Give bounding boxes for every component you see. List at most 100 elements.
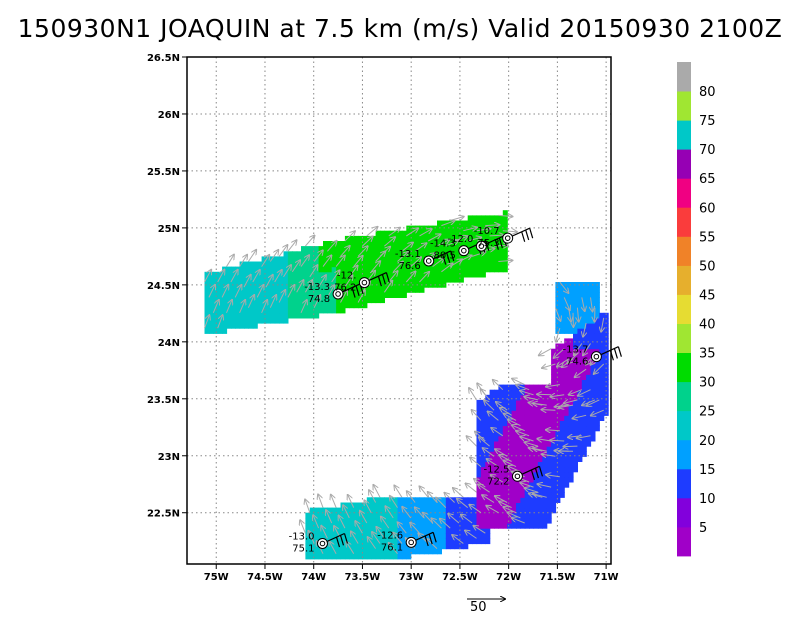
field-cell (564, 389, 570, 396)
field-cell (217, 297, 223, 304)
field-cell (485, 466, 491, 473)
field-cell (551, 441, 557, 447)
field-cell (546, 456, 552, 462)
field-cell (239, 261, 245, 268)
field-cell (362, 235, 368, 242)
field-cell (594, 425, 600, 432)
wind-vector (269, 250, 278, 262)
field-cell (204, 302, 210, 309)
field-cell (423, 251, 429, 257)
field-cell (489, 502, 495, 509)
field-cell (599, 389, 605, 396)
field-cell (498, 461, 504, 468)
field-cell (371, 282, 377, 288)
wind-vector (559, 405, 574, 407)
field-cell (257, 261, 263, 268)
field-cell (401, 287, 407, 293)
wind-vector (419, 229, 432, 237)
field-cell (472, 261, 478, 268)
field-cell (507, 394, 513, 401)
field-cell (590, 394, 596, 401)
field-cell (428, 266, 434, 273)
field-cell (559, 461, 565, 468)
field-cell (410, 548, 416, 555)
field-cell (590, 348, 596, 355)
field-cell (529, 517, 535, 524)
field-cell (537, 507, 543, 514)
wind-vector (591, 297, 593, 311)
field-cell (401, 230, 407, 237)
field-cell (287, 302, 293, 309)
field-cell (406, 230, 412, 237)
wind-vector (313, 295, 320, 308)
station: -10.775.3 (474, 226, 534, 249)
field-cell (564, 312, 570, 319)
field-cell (248, 287, 254, 293)
field-cell (520, 507, 526, 514)
field-cell (406, 497, 412, 503)
field-cell (511, 405, 517, 411)
field-cell (380, 502, 385, 509)
field-cell (511, 420, 517, 427)
wind-vector (217, 315, 223, 329)
field-cell (344, 523, 350, 529)
wind-vector (482, 495, 495, 503)
field-cell (393, 261, 399, 268)
wind-vector (327, 241, 336, 252)
field-cell (393, 523, 399, 529)
field-cell (432, 533, 438, 539)
field-cell (537, 415, 543, 421)
field-cell (577, 348, 583, 355)
field-cell (577, 292, 583, 298)
field-cell (573, 343, 578, 350)
wind-vector (463, 227, 477, 230)
wind-vector (208, 285, 215, 298)
field-cell (344, 512, 350, 519)
field-cell (375, 497, 381, 503)
wind-vector (601, 317, 604, 332)
field-cell (406, 225, 412, 232)
station: -13.075.1 (289, 531, 349, 554)
field-cell (529, 425, 535, 432)
field-cell (480, 220, 486, 227)
field-cell (296, 287, 302, 293)
field-cell (537, 425, 543, 432)
station-temp-label: -12. (337, 271, 357, 282)
field-cell (327, 297, 333, 304)
field-cell (524, 466, 530, 473)
field-cell (410, 230, 416, 237)
wind-vector (348, 495, 355, 508)
wind-vector (502, 231, 517, 232)
wind-vector (436, 240, 449, 247)
field-cell (244, 317, 249, 324)
wind-vector (410, 523, 420, 534)
field-cell (581, 451, 587, 457)
field-cell (458, 271, 464, 278)
field-cell (581, 333, 587, 339)
field-cell (476, 507, 482, 514)
field-cell (586, 302, 592, 309)
field-cell (380, 235, 385, 242)
field-cell (340, 261, 346, 268)
field-cell (502, 446, 508, 452)
field-cell (559, 476, 565, 483)
field-cell (480, 533, 486, 539)
field-cell (529, 507, 535, 514)
field-cell (432, 225, 438, 232)
wind-vector (353, 256, 363, 267)
wind-vector (503, 461, 517, 468)
field-cell (432, 241, 438, 247)
field-cell (401, 512, 407, 519)
field-cell (542, 523, 548, 529)
field-cell (555, 358, 561, 365)
field-cell (283, 251, 289, 257)
field-cell (559, 369, 565, 375)
field-cell (529, 482, 535, 488)
field-cell (581, 302, 587, 309)
field-cell (340, 523, 346, 529)
field-cell (437, 543, 442, 550)
field-cell (489, 256, 495, 263)
field-cell (314, 548, 320, 555)
field-cell (586, 364, 592, 370)
field-cell (226, 312, 232, 319)
